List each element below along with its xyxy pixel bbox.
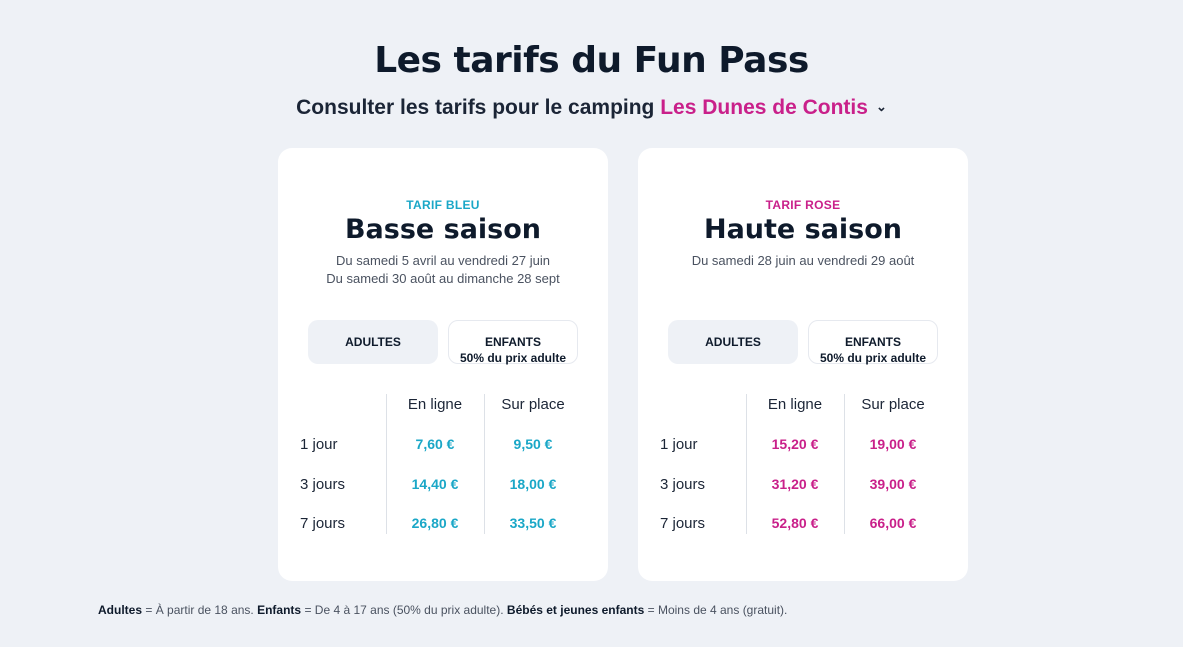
tier-label: TARIF ROSE [765,198,841,212]
column-header-online: En ligne [767,396,823,413]
footnote-term: Adultes [98,603,143,617]
date-range: Du samedi 28 juin au vendredi 29 août [691,253,915,268]
price-onsite: 33,50 € [509,515,557,531]
tab-children-label: ENFANTS [484,335,541,349]
camping-subtitle: Consulter les tarifs pour le camping Les… [0,96,1183,120]
season-title: Basse saison [344,214,542,245]
tier-label: TARIF BLEU [406,198,480,212]
price-table: En ligne Sur place 1 jour 15,20 € 19,00 … [638,388,968,538]
tab-adults[interactable]: ADULTES [668,320,798,364]
date-range: Du samedi 5 avril au vendredi 27 juin [336,253,550,268]
tab-children[interactable]: ENFANTS 50% du prix adulte [448,320,578,365]
column-divider [484,394,485,534]
footnote-term: Bébés et jeunes enfants [506,603,645,617]
price-onsite: 9,50 € [513,436,553,452]
column-header-onsite: Sur place [861,396,925,413]
tab-children[interactable]: ENFANTS 50% du prix adulte [808,320,938,365]
column-divider [386,394,387,534]
footnote-definition: = À partir de 18 ans. [142,603,258,617]
season-dates: Du samedi 5 avril au vendredi 27 juin Du… [278,252,608,288]
row-label: 1 jour [300,436,338,453]
camping-selector[interactable]: Les Dunes de Contis ⌄ [660,96,887,119]
season-dates: Du samedi 28 juin au vendredi 29 août [638,252,968,270]
chevron-down-icon: ⌄ [875,99,887,114]
price-online: 14,40 € [411,476,459,492]
row-label: 3 jours [300,476,346,493]
row-label: 7 jours [300,515,346,532]
page-title: Les tarifs du Fun Pass [374,40,809,81]
column-header-onsite: Sur place [501,396,565,413]
price-onsite: 66,00 € [869,515,917,531]
camping-selected-label: Les Dunes de Contis [660,96,868,119]
tab-children-note: 50% du prix adulte [459,351,567,365]
column-divider [844,394,845,534]
price-online: 7,60 € [415,436,455,452]
price-onsite: 19,00 € [869,436,917,452]
row-label: 7 jours [660,515,706,532]
date-range: Du samedi 30 août au dimanche 28 sept [326,271,560,286]
price-online: 31,20 € [771,476,819,492]
column-divider [746,394,747,534]
footnote-definition: = De 4 à 17 ans (50% du prix adulte). [301,603,507,617]
footnote-definition: = Moins de 4 ans (gratuit). [644,603,788,617]
price-onsite: 39,00 € [869,476,917,492]
tab-adults[interactable]: ADULTES [308,320,438,364]
price-online: 26,80 € [411,515,459,531]
subtitle-prefix: Consulter les tarifs pour le camping [296,96,655,119]
column-header-online: En ligne [407,396,463,413]
tab-children-note: 50% du prix adulte [819,351,927,365]
card-haute-saison: TARIF ROSE Haute saison Du samedi 28 jui… [638,148,968,581]
price-online: 15,20 € [771,436,819,452]
season-title: Haute saison [703,214,903,245]
price-table: En ligne Sur place 1 jour 7,60 € 9,50 € … [278,388,608,538]
row-label: 1 jour [660,436,698,453]
tab-children-label: ENFANTS [844,335,901,349]
footnote-term: Enfants [257,603,302,617]
price-onsite: 18,00 € [509,476,557,492]
pricing-footnote: Adultes = À partir de 18 ans. Enfants = … [98,603,1098,617]
card-basse-saison: TARIF BLEU Basse saison Du samedi 5 avri… [278,148,608,581]
price-online: 52,80 € [771,515,819,531]
row-label: 3 jours [660,476,706,493]
